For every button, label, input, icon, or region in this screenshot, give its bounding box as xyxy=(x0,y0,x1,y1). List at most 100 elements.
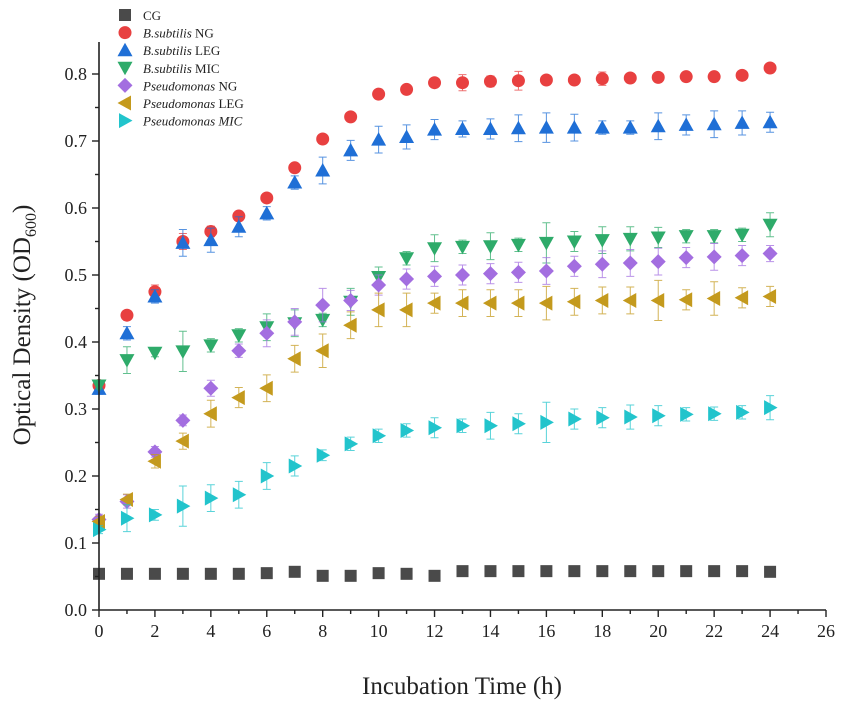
legend-label-italic: Pseudomonas MIC xyxy=(142,114,243,129)
data-point xyxy=(232,209,246,223)
data-point xyxy=(762,114,778,129)
data-point xyxy=(678,230,694,244)
data-point xyxy=(316,569,329,582)
legend-label-plain: CG xyxy=(143,8,161,23)
y-tick-label: 0.4 xyxy=(65,332,88,352)
x-axis-title: Incubation Time (h) xyxy=(362,673,562,700)
data-point xyxy=(511,74,525,88)
data-point xyxy=(482,295,497,311)
data-point xyxy=(428,76,442,90)
x-tick-label: 6 xyxy=(262,621,271,641)
data-point xyxy=(595,72,609,86)
y-axis-title-close: ) xyxy=(9,205,36,213)
legend-label: B.subtilis LEG xyxy=(143,43,220,58)
x-tick-label: 26 xyxy=(817,621,835,641)
data-point xyxy=(176,498,191,514)
data-point xyxy=(623,71,637,85)
data-point xyxy=(540,414,554,430)
legend-item-1: B.subtilis NG xyxy=(118,26,214,41)
data-point xyxy=(148,567,161,580)
data-point xyxy=(706,249,722,265)
data-point xyxy=(512,416,526,432)
legend-item-3: B.subtilis MIC xyxy=(117,61,220,76)
data-point xyxy=(260,191,274,205)
data-point xyxy=(259,325,275,341)
x-tick-label: 12 xyxy=(426,621,444,641)
legend-label-italic: B.subtilis xyxy=(143,61,192,76)
data-point xyxy=(344,436,359,452)
data-point xyxy=(764,565,777,578)
legend-marker xyxy=(117,42,133,57)
axes: 0 2 4 6 8 10 12 14 16 18 20 22 24 260.00.10.20.30.40.… xyxy=(65,42,835,641)
data-point xyxy=(483,74,497,88)
data-point xyxy=(147,346,163,361)
data-point xyxy=(594,234,610,248)
data-point xyxy=(455,267,470,283)
data-point xyxy=(287,351,301,367)
data-point xyxy=(596,410,610,426)
data-point xyxy=(650,118,666,133)
data-point xyxy=(734,290,749,306)
data-point xyxy=(203,339,219,353)
legend-label: Pseudomonas LEG xyxy=(142,96,244,111)
data-point xyxy=(371,132,387,146)
series-0 xyxy=(93,565,777,582)
data-point xyxy=(428,420,443,436)
data-point xyxy=(371,277,387,293)
x-tick-label: 2 xyxy=(150,621,159,641)
data-point xyxy=(678,292,693,308)
data-point xyxy=(762,288,777,304)
x-tick-label: 24 xyxy=(761,621,779,641)
y-tick-label: 0.8 xyxy=(65,64,88,84)
legend-item-0: CG xyxy=(119,8,161,23)
data-point xyxy=(231,329,247,343)
x-tick-label: 22 xyxy=(705,621,723,641)
x-tick-label: 20 xyxy=(649,621,667,641)
data-point xyxy=(538,120,554,134)
data-point xyxy=(344,569,357,582)
data-point xyxy=(566,120,582,134)
data-point xyxy=(680,565,693,578)
legend-label: Pseudomonas MIC xyxy=(142,114,243,129)
data-point xyxy=(594,256,610,272)
data-point xyxy=(427,268,443,284)
x-tick-label: 14 xyxy=(481,621,499,641)
data-point xyxy=(400,567,413,580)
x-tick-label: 4 xyxy=(206,621,215,641)
data-point xyxy=(651,70,665,84)
series-5 xyxy=(91,279,777,530)
data-point xyxy=(484,565,497,578)
data-point xyxy=(175,235,191,249)
data-point xyxy=(315,297,331,313)
data-point xyxy=(371,302,385,318)
series-6 xyxy=(93,395,778,538)
data-point xyxy=(482,240,498,254)
data-point xyxy=(707,70,721,84)
y-axis-title-main: Optical Density (OD xyxy=(9,237,36,445)
legend-item-6: Pseudomonas MIC xyxy=(119,113,243,129)
x-tick-label: 10 xyxy=(370,621,388,641)
data-point xyxy=(566,294,581,310)
data-point xyxy=(427,242,443,256)
data-point xyxy=(568,411,582,427)
data-point xyxy=(175,433,189,449)
legend: CG B.subtilis NG B.subtilis LEG B.subtilis … xyxy=(117,8,244,129)
data-point xyxy=(147,288,163,303)
y-tick-label: 0.3 xyxy=(65,399,88,419)
data-point xyxy=(736,565,749,578)
data-point xyxy=(538,236,554,251)
data-point xyxy=(148,507,163,523)
data-point xyxy=(510,120,526,135)
y-axis-title-subscript: 600 xyxy=(23,213,40,237)
data-point xyxy=(428,569,441,582)
data-point xyxy=(539,73,553,87)
x-tick-label: 0 xyxy=(95,621,104,641)
data-point xyxy=(510,264,526,280)
data-point xyxy=(568,565,581,578)
data-point xyxy=(708,565,721,578)
data-point xyxy=(372,567,385,580)
data-point xyxy=(288,458,303,474)
data-point xyxy=(399,271,415,287)
data-point xyxy=(708,406,722,422)
data-point xyxy=(678,250,694,266)
